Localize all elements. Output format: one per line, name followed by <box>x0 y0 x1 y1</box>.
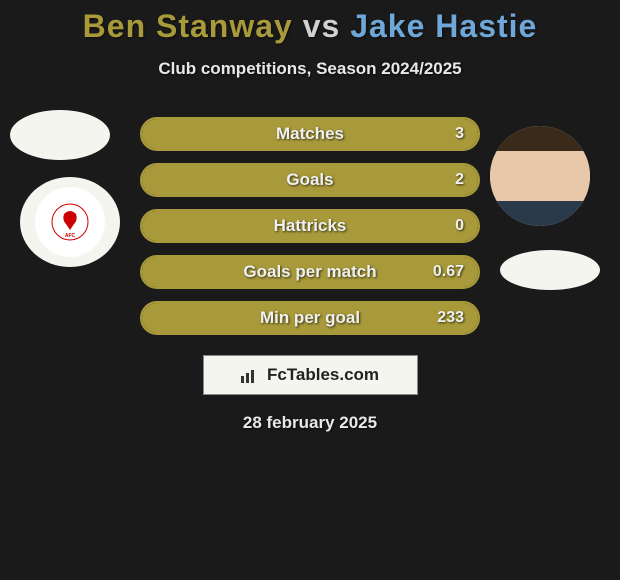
subtitle: Club competitions, Season 2024/2025 <box>0 59 620 79</box>
svg-text:AFC: AFC <box>65 233 76 239</box>
stat-value: 3 <box>455 125 464 143</box>
stat-value: 0.67 <box>433 263 464 281</box>
header: Ben Stanway vs Jake Hastie Club competit… <box>0 0 620 79</box>
player1-club-badge: AFC <box>20 177 120 267</box>
stat-bar-min-per-goal: Min per goal 233 <box>140 301 480 335</box>
player1-name: Ben Stanway <box>83 8 293 44</box>
chart-icon <box>241 367 261 383</box>
player1-avatar-placeholder <box>10 110 110 160</box>
club-badge-icon: AFC <box>35 187 105 257</box>
stat-label: Min per goal <box>260 308 360 328</box>
stat-bar-matches: Matches 3 <box>140 117 480 151</box>
branding-text: FcTables.com <box>267 365 379 385</box>
stat-label: Goals <box>286 170 333 190</box>
date-text: 28 february 2025 <box>0 413 620 433</box>
player2-name: Jake Hastie <box>350 8 537 44</box>
vs-text: vs <box>303 8 341 44</box>
stats-container: Matches 3 Goals 2 Hattricks 0 Goals per … <box>140 117 480 335</box>
player2-face-image <box>490 126 590 226</box>
stat-value: 233 <box>437 309 464 327</box>
player2-club-badge-placeholder <box>500 250 600 290</box>
stat-bar-hattricks: Hattricks 0 <box>140 209 480 243</box>
stat-value: 2 <box>455 171 464 189</box>
branding-box[interactable]: FcTables.com <box>203 355 418 395</box>
stat-bar-goals: Goals 2 <box>140 163 480 197</box>
stat-value: 0 <box>455 217 464 235</box>
stat-label: Matches <box>276 124 344 144</box>
player2-avatar <box>490 126 590 226</box>
stat-label: Goals per match <box>243 262 376 282</box>
stat-bar-goals-per-match: Goals per match 0.67 <box>140 255 480 289</box>
comparison-title: Ben Stanway vs Jake Hastie <box>0 8 620 45</box>
stat-label: Hattricks <box>274 216 347 236</box>
